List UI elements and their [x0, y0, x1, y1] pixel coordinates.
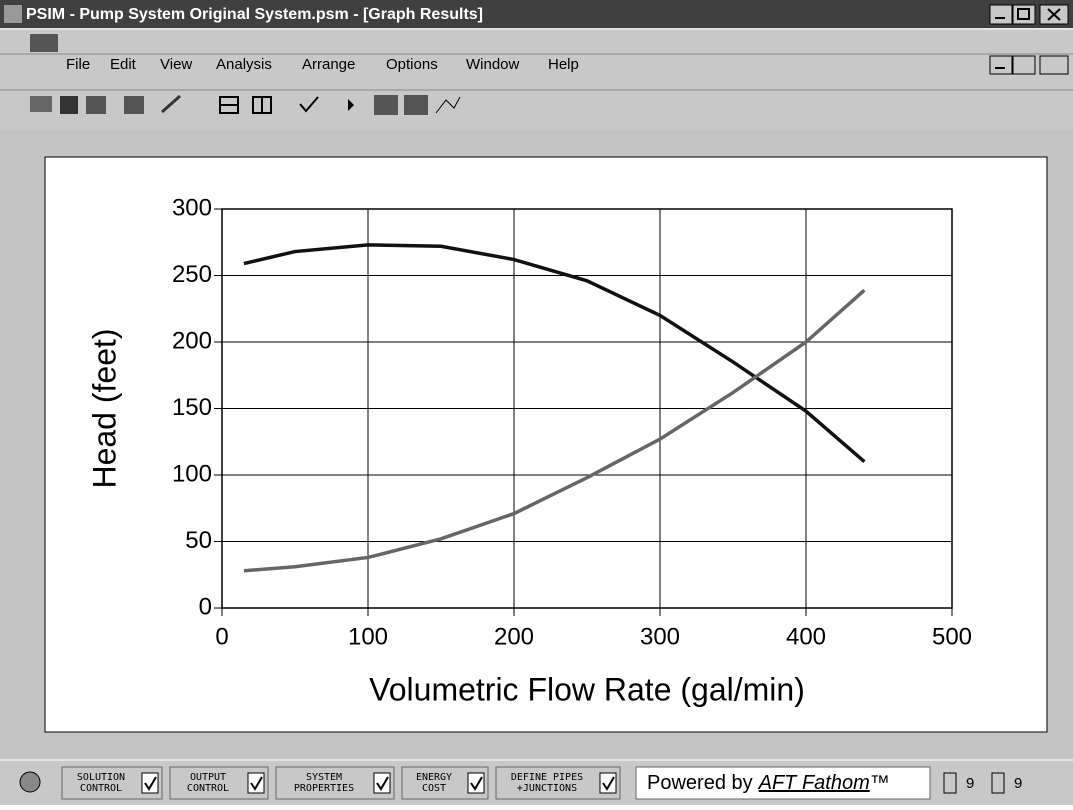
y-axis-label: Head (feet) [86, 328, 122, 488]
app-window: PSIM - Pump System Original System.psm -… [0, 0, 1073, 805]
button-label[interactable]: CONTROL [187, 783, 229, 794]
button-label[interactable]: OUTPUT [190, 772, 226, 783]
x-tick-label: 300 [640, 623, 680, 650]
button-label[interactable]: COST [422, 783, 446, 794]
checkbox[interactable] [374, 773, 390, 793]
counter: 9 [966, 775, 974, 792]
button-label[interactable]: +JUNCTIONS [517, 783, 577, 794]
menu-item[interactable]: Analysis [216, 56, 272, 73]
y-tick-label: 100 [172, 460, 212, 487]
counter: 9 [1014, 775, 1022, 792]
status-button[interactable]: DEFINE PIPES+JUNCTIONS [496, 767, 620, 799]
checkbox[interactable] [248, 773, 264, 793]
doc-icon [30, 34, 58, 52]
y-tick-label: 150 [172, 394, 212, 421]
menu-item[interactable]: Edit [110, 56, 137, 73]
x-tick-label: 200 [494, 623, 534, 650]
y-tick-label: 300 [172, 194, 212, 221]
menu-item[interactable]: Options [386, 56, 438, 73]
checkbox[interactable] [142, 773, 158, 793]
y-tick-label: 50 [185, 527, 212, 554]
button-label[interactable]: DEFINE PIPES [511, 772, 583, 783]
menu-item[interactable]: File [66, 56, 90, 73]
button-label[interactable]: PROPERTIES [294, 783, 354, 794]
window-title: PSIM - Pump System Original System.psm -… [26, 6, 483, 23]
menu-item[interactable]: Window [466, 56, 520, 73]
checkbox[interactable] [468, 773, 484, 793]
y-tick-label: 0 [199, 593, 212, 620]
menu-item[interactable]: View [160, 56, 192, 73]
app-icon [4, 5, 22, 23]
button-label[interactable]: SOLUTION [77, 772, 125, 783]
button-label[interactable]: CONTROL [80, 783, 122, 794]
window-controls[interactable] [990, 5, 1068, 24]
checkbox[interactable] [600, 773, 616, 793]
button-label[interactable]: SYSTEM [306, 772, 342, 783]
product-link[interactable]: AFT Fathom [758, 772, 870, 794]
y-tick-label: 200 [172, 327, 212, 354]
x-tick-label: 0 [215, 623, 228, 650]
doc-controls[interactable] [990, 54, 1068, 74]
powered-by: Powered by [647, 772, 753, 794]
x-tick-label: 100 [348, 623, 388, 650]
trademark: ™ [870, 772, 890, 794]
menu-item[interactable]: Arrange [302, 56, 355, 73]
menu-item[interactable]: Help [548, 56, 579, 73]
button-label[interactable]: ENERGY [416, 772, 452, 783]
x-tick-label: 400 [786, 623, 826, 650]
status-bar: SOLUTIONCONTROLOUTPUTCONTROLSYSTEMPROPER… [20, 767, 1022, 799]
x-axis-label: Volumetric Flow Rate (gal/min) [369, 671, 805, 707]
x-tick-label: 500 [932, 623, 972, 650]
y-tick-label: 250 [172, 261, 212, 288]
